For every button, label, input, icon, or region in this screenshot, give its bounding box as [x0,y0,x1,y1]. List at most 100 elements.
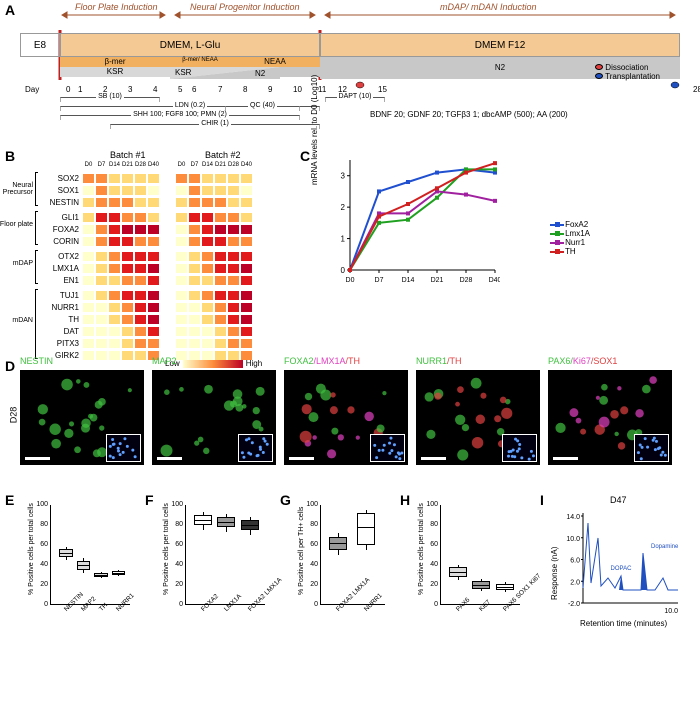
heatmap-cell [188,263,201,274]
heatmap-cell [95,326,108,337]
n2-tri: N2 [255,69,265,78]
heatmap-cell [175,185,188,196]
heatmap-cell [147,185,160,196]
heatmap-cell [240,212,253,223]
y-tick: 0 [168,601,183,608]
day-tick: 6 [192,85,196,94]
heatmap-cell [240,173,253,184]
heatmap-cell [227,236,240,247]
heatmap-cell [121,350,134,361]
heatmap-cell [227,185,240,196]
dmem-media: DMEM, L-Glu [60,33,320,57]
heatmap-cell [134,302,147,313]
heatmap-cell [147,275,160,286]
svg-text:D7: D7 [375,277,384,284]
heatmap-cell [201,275,214,286]
batch1-header: Batch #1 [110,150,146,160]
y-axis-label: % Positive cells per total cells [418,503,425,595]
y-tick: 60 [33,541,48,548]
legend-item: TH [550,247,590,256]
x-tick-label: PAX6 SOX1 Ki67 [502,573,542,613]
panel-f-boxplot: 020406080100FOXA2LMX1AFOXA2 LMX1A% Posit… [160,500,270,630]
panel-g-label: G [280,492,291,508]
gene-label: GLI1 [40,213,82,222]
factor-bar: SHH 100; FGF8 100; PMN (2) [60,115,300,120]
factor-bar: DAPT (10) [325,97,385,102]
heatmap-cell [134,224,147,235]
heatmap-cell [108,290,121,301]
gene-label: NURR1 [40,303,82,312]
heatmap-cell [188,314,201,325]
micrograph: PAX6/Ki67/SOX1 [548,370,672,465]
heatmap-cell [134,197,147,208]
heatmap-cell [82,326,95,337]
heatmap-cell [121,314,134,325]
gene-label: SOX2 [40,174,82,183]
heatmap-cell [175,236,188,247]
y-tick: 100 [423,501,438,508]
heatmap-cell [175,224,188,235]
heatmap-cell [240,275,253,286]
heatmap-cell [95,314,108,325]
heatmap-cell [214,185,227,196]
category-label: mDAN [0,317,33,324]
timepoint-header: D0 [82,162,95,168]
heatmap-cell [188,212,201,223]
heatmap-cell [188,290,201,301]
heatmap-cell [121,302,134,313]
y-tick: 80 [423,521,438,528]
heatmap-cell [240,263,253,274]
y-tick: 0 [303,601,318,608]
scale-bar [289,457,314,460]
y-tick: 80 [33,521,48,528]
heatmap-cell [147,251,160,262]
heatmap-cell [95,338,108,349]
gene-label: TUJ1 [40,291,82,300]
heatmap-cell [134,326,147,337]
y-tick: 40 [33,561,48,568]
heatmap-cell [108,326,121,337]
panel-d-label: D [5,358,15,374]
bmer: β-mer [60,57,170,67]
svg-text:D0: D0 [346,277,355,284]
y-tick: 60 [303,541,318,548]
heatmap-cell [175,314,188,325]
heatmap-cell [240,236,253,247]
heatmap-cell [134,263,147,274]
gene-label: PITX3 [40,339,82,348]
heatmap-cell [147,236,160,247]
legend-dissociation: Dissociation [595,63,660,72]
phase-1: Floor Plate Induction [75,2,158,12]
legend-high: High [246,359,262,368]
y-tick: 60 [168,541,183,548]
heatmap-cell [201,236,214,247]
y-tick: 80 [168,521,183,528]
y-tick: 20 [33,581,48,588]
heatmap-cell [227,224,240,235]
panel-c-linechart: 0123D0D7D14D21D28D40 mRNA levels rel. to… [320,150,500,300]
heatmap-cell [121,263,134,274]
category-label: Neural Precursor [0,182,33,196]
x-tick-label: TH [98,602,109,613]
day-tick: 8 [243,85,247,94]
gene-label: NESTIN [40,198,82,207]
gene-label: OTX2 [40,252,82,261]
heatmap-cell [227,326,240,337]
heatmap-cell [214,236,227,247]
heatmap-cell [121,224,134,235]
dmemf12-media: DMEM F12 [320,33,680,57]
heatmap-cell [201,173,214,184]
heatmap-cell [240,290,253,301]
svg-text:10.0: 10.0 [664,608,678,615]
heatmap-cell [134,212,147,223]
batch2-header: Batch #2 [205,150,241,160]
x-tick-label: PAX6 [455,597,471,613]
timepoint-header: D14 [201,162,214,168]
heatmap-cell [188,197,201,208]
gene-label: TH [40,315,82,324]
timepoint-header: D40 [147,162,160,168]
heatmap-cell [134,350,147,361]
x-tick-label: Ki67 [478,599,492,613]
heatmap-cell [121,236,134,247]
heatmap-cell [214,224,227,235]
